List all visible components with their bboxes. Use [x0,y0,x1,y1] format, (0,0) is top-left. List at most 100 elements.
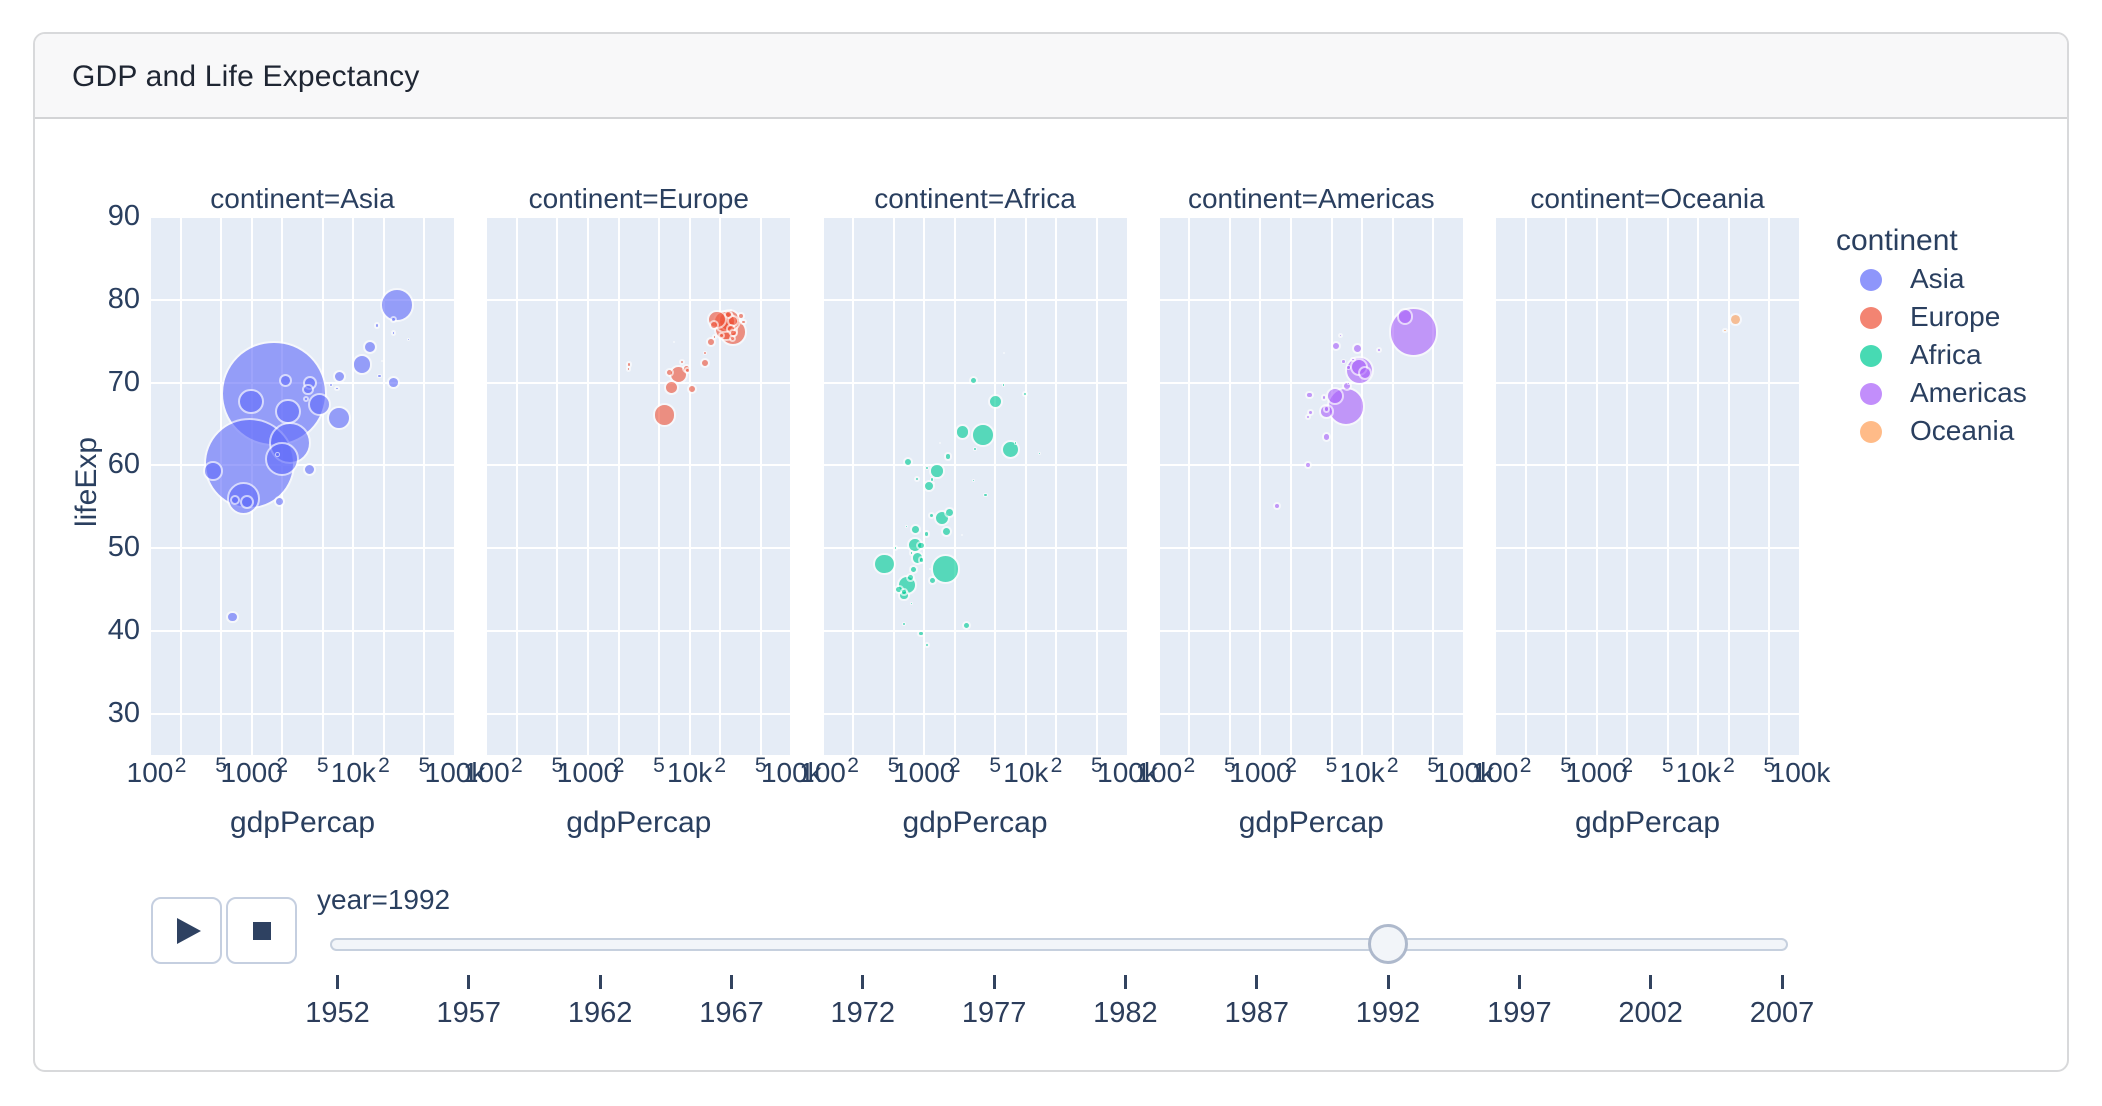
data-point-bubble[interactable] [664,368,674,378]
data-point-bubble[interactable] [387,376,400,389]
data-point-bubble[interactable] [1321,432,1331,442]
data-point-bubble[interactable] [1021,390,1028,398]
facet-plot-area[interactable] [822,217,1128,755]
data-point-bubble[interactable] [1000,439,1021,460]
data-point-bubble[interactable] [900,588,908,596]
slider-year-label[interactable]: 1957 [436,997,502,1029]
data-point-bubble[interactable] [652,403,677,427]
slider-year-label[interactable]: 1982 [1093,997,1158,1029]
data-point-bubble[interactable] [940,526,952,538]
data-point-bubble[interactable] [1305,414,1312,421]
data-point-bubble[interactable] [1331,341,1342,352]
data-point-bubble[interactable] [700,357,711,368]
data-point-bubble[interactable] [379,287,415,322]
data-point-bubble[interactable] [943,451,953,461]
data-point-bubble[interactable] [892,545,899,551]
legend-item-europe[interactable]: Europe [1848,299,2098,337]
data-point-bubble[interactable] [672,340,676,344]
data-point-bubble[interactable] [239,494,254,509]
data-point-bubble[interactable] [729,308,732,311]
data-point-bubble[interactable] [351,354,372,375]
data-point-bubble[interactable] [302,383,314,395]
facet-plot-area[interactable] [150,217,455,755]
data-point-bubble[interactable] [1346,365,1352,371]
data-point-bubble[interactable] [917,629,925,638]
data-point-bubble[interactable] [274,452,280,457]
data-point-bubble[interactable] [1729,313,1743,327]
year-slider-handle[interactable] [1368,924,1408,964]
data-point-bubble[interactable] [1376,347,1382,354]
data-point-bubble[interactable] [1350,356,1356,363]
data-point-bubble[interactable] [908,550,915,556]
data-point-bubble[interactable] [909,524,921,536]
slider-year-label[interactable]: 1992 [1355,997,1421,1029]
data-point-bubble[interactable] [1346,381,1351,386]
data-point-bubble[interactable] [1322,405,1330,413]
data-point-bubble[interactable] [917,555,926,564]
data-point-bubble[interactable] [983,492,988,498]
data-point-bubble[interactable] [906,573,916,583]
data-point-bubble[interactable] [678,358,686,366]
data-point-bubble[interactable] [1273,501,1282,510]
data-point-bubble[interactable] [389,315,398,324]
data-point-bubble[interactable] [275,398,301,425]
data-point-bubble[interactable] [238,388,265,415]
slider-year-label[interactable]: 1952 [305,997,370,1029]
data-point-bubble[interactable] [390,330,397,336]
data-point-bubble[interactable] [363,339,378,354]
data-point-bubble[interactable] [1305,390,1314,400]
legend-item-americas[interactable]: Americas [1848,375,2098,413]
data-point-bubble[interactable] [663,380,679,395]
data-point-bubble[interactable] [711,334,718,340]
data-point-bubble[interactable] [332,370,346,384]
data-point-bubble[interactable] [904,525,908,529]
data-point-bubble[interactable] [923,641,931,649]
data-point-bubble[interactable] [944,507,956,518]
play-button[interactable] [151,897,222,964]
data-point-bubble[interactable] [1320,394,1328,401]
slider-year-label[interactable]: 1987 [1224,997,1289,1029]
data-point-bubble[interactable] [683,367,691,375]
data-point-bubble[interactable] [928,567,931,570]
stop-button[interactable] [226,897,297,964]
data-point-bubble[interactable] [728,335,737,343]
legend-item-oceania[interactable]: Oceania [1848,413,2098,451]
data-point-bubble[interactable] [971,422,995,447]
slider-year-label[interactable]: 1997 [1487,997,1552,1029]
data-point-bubble[interactable] [954,424,971,441]
data-point-bubble[interactable] [916,540,926,551]
data-point-bubble[interactable] [909,601,913,606]
data-point-bubble[interactable] [929,463,945,479]
data-point-bubble[interactable] [873,552,896,575]
data-point-bubble[interactable] [406,337,411,342]
data-point-bubble[interactable] [718,331,726,339]
facet-plot-area[interactable] [486,217,792,755]
data-point-bubble[interactable] [939,442,942,445]
data-point-bubble[interactable] [987,393,1004,410]
data-point-bubble[interactable] [922,530,931,538]
data-point-bubble[interactable] [380,359,383,363]
legend-item-asia[interactable]: Asia [1848,261,2098,299]
data-point-bubble[interactable] [961,533,964,536]
data-point-bubble[interactable] [334,385,340,392]
data-point-bubble[interactable] [928,575,938,585]
data-point-bubble[interactable] [686,384,697,395]
slider-year-label[interactable]: 1962 [567,997,633,1029]
data-point-bubble[interactable] [1337,332,1344,339]
data-point-bubble[interactable] [962,621,972,631]
data-point-bubble[interactable] [626,361,633,368]
data-point-bubble[interactable] [929,477,935,482]
facet-plot-area[interactable] [1495,217,1800,755]
year-slider-rail[interactable] [330,938,1788,951]
data-point-bubble[interactable] [925,465,930,470]
data-point-bubble[interactable] [1722,327,1728,334]
data-point-bubble[interactable] [740,318,747,326]
data-point-bubble[interactable] [971,478,975,482]
data-point-bubble[interactable] [932,481,935,484]
data-point-bubble[interactable] [303,462,317,476]
slider-year-label[interactable]: 1972 [830,997,896,1029]
data-point-bubble[interactable] [226,610,239,623]
data-point-bubble[interactable] [229,495,240,505]
data-point-bubble[interactable] [1304,461,1313,470]
data-point-bubble[interactable] [373,322,381,329]
